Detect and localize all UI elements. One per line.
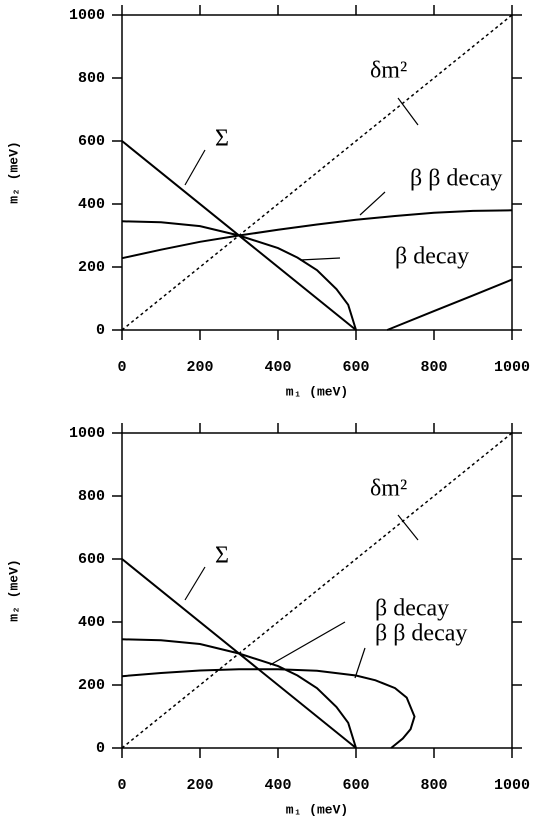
curve [121, 432, 513, 749]
plot-frame [121, 432, 513, 749]
curve [121, 668, 416, 749]
curve [121, 220, 357, 331]
leader-line [397, 97, 419, 126]
leader-line [359, 191, 386, 216]
x-tick-label: 600 [342, 359, 369, 376]
curve-label: β β decay [410, 166, 502, 192]
y-tick-label: 0 [96, 322, 105, 339]
leader-line [299, 257, 341, 261]
y-tick-label: 800 [78, 70, 105, 87]
x-tick-label: 200 [186, 359, 213, 376]
y-tick-label: 1000 [69, 425, 105, 442]
leader-line [184, 149, 206, 186]
y-tick-label: 400 [78, 614, 105, 631]
curve-label: δm² [370, 58, 407, 84]
x-tick-label: 800 [420, 777, 447, 794]
leader-line [269, 621, 346, 666]
curve-label: Σ [215, 543, 229, 569]
plot-frame [121, 14, 513, 331]
y-tick-label: 400 [78, 196, 105, 213]
leader-line [184, 566, 206, 601]
x-tick-label: 1000 [494, 777, 530, 794]
x-tick-label: 0 [117, 777, 126, 794]
curve-label: Σ [215, 126, 229, 152]
curve-label: β decay [375, 596, 449, 622]
leader-line [354, 647, 366, 679]
x-tick-label: 1000 [494, 359, 530, 376]
curve [121, 638, 357, 749]
x-tick-label: 0 [117, 359, 126, 376]
y-tick-label: 0 [96, 740, 105, 757]
y-tick-label: 600 [78, 133, 105, 150]
y-tick-label: 1000 [69, 7, 105, 24]
y-tick-label: 600 [78, 551, 105, 568]
x-tick-label: 600 [342, 777, 369, 794]
y-axis-label: m₂ (meV) [6, 559, 21, 621]
curve-label: δm² [370, 476, 407, 502]
x-axis-label: m₁ (meV) [286, 384, 348, 399]
curve-label: β decay [395, 244, 469, 270]
x-tick-label: 800 [420, 359, 447, 376]
y-axis-label: m₂ (meV) [6, 141, 21, 203]
y-tick-label: 200 [78, 259, 105, 276]
y-tick-label: 800 [78, 488, 105, 505]
x-axis-label: m₁ (meV) [286, 802, 348, 817]
x-tick-label: 200 [186, 777, 213, 794]
curve-label: β β decay [375, 621, 467, 647]
y-tick-label: 200 [78, 677, 105, 694]
x-tick-label: 400 [264, 359, 291, 376]
leader-line [397, 514, 419, 541]
x-tick-label: 400 [264, 777, 291, 794]
curve [121, 209, 513, 331]
